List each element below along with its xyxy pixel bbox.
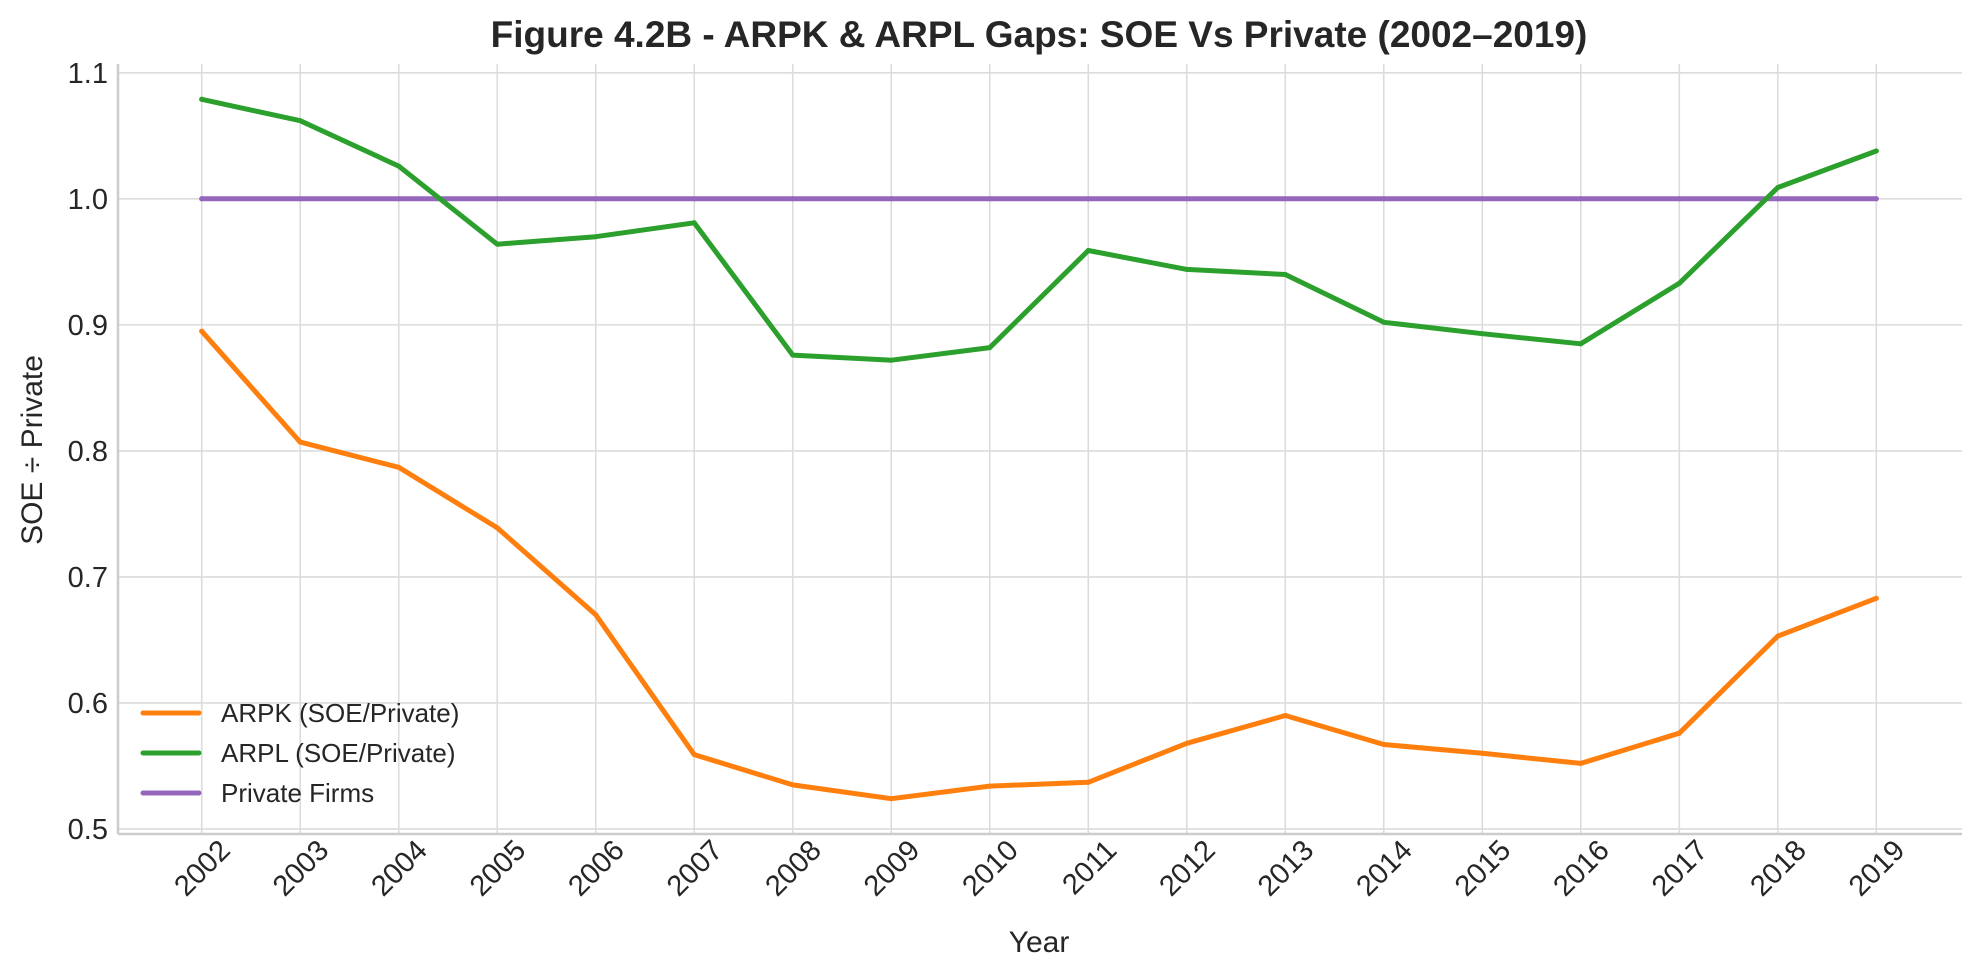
data-point-private-firms-2007 <box>691 196 697 202</box>
data-point-private-firms-2014 <box>1381 196 1387 202</box>
data-point-arpk-2010 <box>987 783 993 789</box>
legend-item-arpk[interactable]: ARPK (SOE/Private) <box>140 698 459 728</box>
data-point-private-firms-2011 <box>1085 196 1091 202</box>
data-point-arpl-2015 <box>1479 331 1485 337</box>
data-point-arpl-2010 <box>987 345 993 351</box>
legend-item-arpl[interactable]: ARPL (SOE/Private) <box>140 738 456 768</box>
series-line-arpk <box>199 328 1879 802</box>
data-point-arpk-2017 <box>1676 730 1682 736</box>
x-tick-label: 2012 <box>1153 834 1221 902</box>
data-point-arpl-2002 <box>199 96 205 102</box>
x-tick-label: 2006 <box>562 834 630 902</box>
legend-label-private-firms: Private Firms <box>221 778 374 808</box>
data-point-arpl-2004 <box>396 163 402 169</box>
x-tick-label: 2009 <box>858 834 926 902</box>
data-point-private-firms-2010 <box>987 196 993 202</box>
data-point-arpl-2019 <box>1873 148 1879 154</box>
series-lines <box>199 96 1879 802</box>
x-tick-label: 2018 <box>1744 834 1812 902</box>
y-tick-label: 1.1 <box>68 58 108 90</box>
data-point-arpl-2007 <box>691 220 697 226</box>
data-point-arpl-2016 <box>1578 341 1584 347</box>
x-tick-label: 2014 <box>1350 834 1418 902</box>
data-point-private-firms-2008 <box>790 196 796 202</box>
data-point-arpl-2012 <box>1184 266 1190 272</box>
chart-title: Figure 4.2B - ARPK & ARPL Gaps: SOE Vs P… <box>491 14 1588 55</box>
data-point-private-firms-2019 <box>1873 196 1879 202</box>
legend-label-arpl: ARPL (SOE/Private) <box>221 738 456 768</box>
data-point-arpl-2014 <box>1381 319 1387 325</box>
x-tick-label: 2011 <box>1056 834 1123 901</box>
y-tick-label: 0.5 <box>68 814 108 846</box>
data-point-arpk-2008 <box>790 782 796 788</box>
y-tick-label: 0.6 <box>68 688 108 720</box>
x-tick-label: 2015 <box>1449 834 1517 902</box>
data-point-arpk-2006 <box>593 612 599 618</box>
y-tick-label: 0.7 <box>68 562 108 594</box>
x-tick-label: 2013 <box>1252 834 1320 902</box>
x-tick-label: 2019 <box>1843 834 1911 902</box>
x-tick-label: 2003 <box>267 834 335 902</box>
legend: ARPK (SOE/Private) ARPL (SOE/Private) Pr… <box>140 698 459 808</box>
data-point-arpl-2009 <box>888 357 894 363</box>
data-point-arpk-2007 <box>691 752 697 758</box>
data-point-private-firms-2006 <box>593 196 599 202</box>
data-point-arpk-2005 <box>494 525 500 531</box>
data-point-arpk-2014 <box>1381 742 1387 747</box>
y-axis-label: SOE ÷ Private <box>16 355 49 545</box>
data-point-arpl-2003 <box>297 118 303 124</box>
data-point-arpk-2019 <box>1873 595 1879 601</box>
x-tick-label: 2016 <box>1547 834 1615 902</box>
x-tick-label: 2007 <box>661 834 729 902</box>
data-point-arpl-2011 <box>1085 248 1091 253</box>
data-point-arpk-2013 <box>1282 713 1288 718</box>
data-point-private-firms-2003 <box>297 196 303 202</box>
y-axis-ticks: 0.5 0.6 0.7 0.8 0.9 1.0 1.1 <box>68 58 108 846</box>
y-tick-label: 1.0 <box>68 184 108 216</box>
data-point-arpk-2012 <box>1184 740 1190 746</box>
x-tick-label: 2002 <box>168 834 236 902</box>
data-point-arpk-2015 <box>1479 750 1485 756</box>
x-tick-label: 2017 <box>1646 834 1714 902</box>
data-point-private-firms-2018 <box>1775 196 1781 202</box>
data-point-private-firms-2016 <box>1578 196 1584 202</box>
x-tick-label: 2008 <box>759 834 827 902</box>
data-point-arpk-2011 <box>1085 779 1091 785</box>
data-point-arpk-2002 <box>199 328 205 334</box>
y-tick-label: 0.9 <box>68 310 108 342</box>
data-point-private-firms-2012 <box>1184 196 1190 202</box>
x-axis-label: Year <box>1009 926 1070 959</box>
data-point-private-firms-2005 <box>494 196 500 202</box>
data-point-arpl-2013 <box>1282 272 1288 277</box>
data-point-arpl-2018 <box>1775 185 1781 190</box>
series-line-arpl <box>199 96 1879 363</box>
data-point-arpk-2003 <box>297 439 303 445</box>
x-axis-ticks: 2002 2003 2004 2005 2006 2007 2008 2009 2010 2011… <box>168 834 1911 902</box>
data-point-private-firms-2009 <box>888 196 894 202</box>
data-point-arpk-2016 <box>1578 760 1584 766</box>
y-tick-label: 0.8 <box>68 436 108 468</box>
data-point-arpk-2009 <box>888 796 894 802</box>
data-point-arpk-2004 <box>396 464 402 470</box>
legend-label-arpk: ARPK (SOE/Private) <box>221 698 459 728</box>
data-point-arpl-2017 <box>1676 280 1682 286</box>
data-point-private-firms-2015 <box>1479 196 1485 202</box>
x-tick-label: 2010 <box>956 834 1024 902</box>
x-tick-label: 2005 <box>464 834 532 902</box>
data-point-arpl-2008 <box>790 352 796 358</box>
data-point-arpk-2018 <box>1775 633 1781 639</box>
data-point-arpl-2005 <box>494 241 500 247</box>
x-tick-label: 2004 <box>365 834 433 902</box>
data-point-arpl-2006 <box>593 234 599 240</box>
legend-item-private-firms[interactable]: Private Firms <box>140 778 374 808</box>
data-point-private-firms-2004 <box>396 196 402 202</box>
data-point-private-firms-2017 <box>1676 196 1682 202</box>
data-point-private-firms-2013 <box>1282 196 1288 202</box>
data-point-private-firms-2002 <box>199 196 205 202</box>
